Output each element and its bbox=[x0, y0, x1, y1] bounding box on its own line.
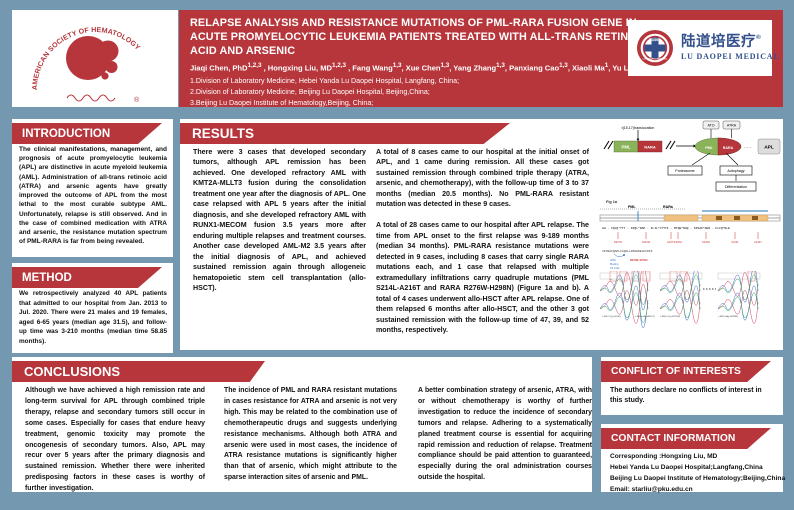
svg-text:ATRA: ATRA bbox=[727, 124, 737, 128]
svg-text:AH - CQLQ*YTT - DIQL*DAP - ILI: AH - CQLQ*YTT - DIQL*DAP - ILIL*CTYTF - … bbox=[602, 226, 730, 230]
svg-text:Binding: Binding bbox=[610, 263, 619, 266]
svg-text:Proteasome: Proteasome bbox=[675, 169, 694, 173]
svg-text:S433N: S433N bbox=[702, 240, 710, 244]
svg-text:®: ® bbox=[134, 96, 140, 104]
svg-text:S312W: S312W bbox=[642, 240, 651, 244]
svg-text:S214L: S214L bbox=[731, 240, 739, 244]
svg-text:A216T: A216T bbox=[754, 240, 762, 244]
svg-text:C5 motif: C5 motif bbox=[610, 267, 620, 270]
svg-text:APL: APL bbox=[764, 145, 774, 151]
svg-text:c.941C>T(p.S214L): c.941C>T(p.S214L) bbox=[602, 315, 621, 318]
svg-text:c.826C>T(p.R276W): c.826C>T(p.R276W) bbox=[660, 315, 680, 318]
svg-text:VICRGCQAPLCCQALLDSSHDELKCDIS: VICRGCQAPLCCQALLDSSHDELKCDIS bbox=[602, 250, 653, 253]
svg-text:t(15,17)translocation: t(15,17)translocation bbox=[622, 126, 655, 130]
svg-text:PML: PML bbox=[621, 144, 630, 149]
svg-text:RARA: RARA bbox=[723, 146, 734, 150]
svg-text:Fig 1a: Fig 1a bbox=[606, 200, 618, 204]
svg-text:L330H: L330H bbox=[674, 240, 682, 244]
svg-text:R307fs: R307fs bbox=[614, 240, 623, 244]
svg-text:Differentiation: Differentiation bbox=[725, 185, 747, 189]
svg-text:ATO: ATO bbox=[707, 124, 714, 128]
svg-text:R276W, R279H: R276W, R279H bbox=[630, 259, 648, 262]
svg-text:PML: PML bbox=[628, 205, 636, 209]
svg-text:RARa: RARa bbox=[663, 205, 674, 209]
svg-text:PML: PML bbox=[705, 146, 713, 150]
svg-text:c.892C>A(p.H298N): c.892C>A(p.H298N) bbox=[718, 315, 738, 318]
svg-text:Autophagy: Autophagy bbox=[727, 169, 744, 173]
svg-text:RARA: RARA bbox=[644, 144, 656, 149]
svg-text:LU DAOPEI MEDICAL: LU DAOPEI MEDICAL bbox=[643, 57, 668, 60]
svg-text:c.646G>A(p.A216T): c.646G>A(p.A216T) bbox=[635, 315, 655, 318]
svg-text:α(50): α(50) bbox=[610, 259, 616, 262]
svg-text:.....: ..... bbox=[744, 144, 752, 149]
